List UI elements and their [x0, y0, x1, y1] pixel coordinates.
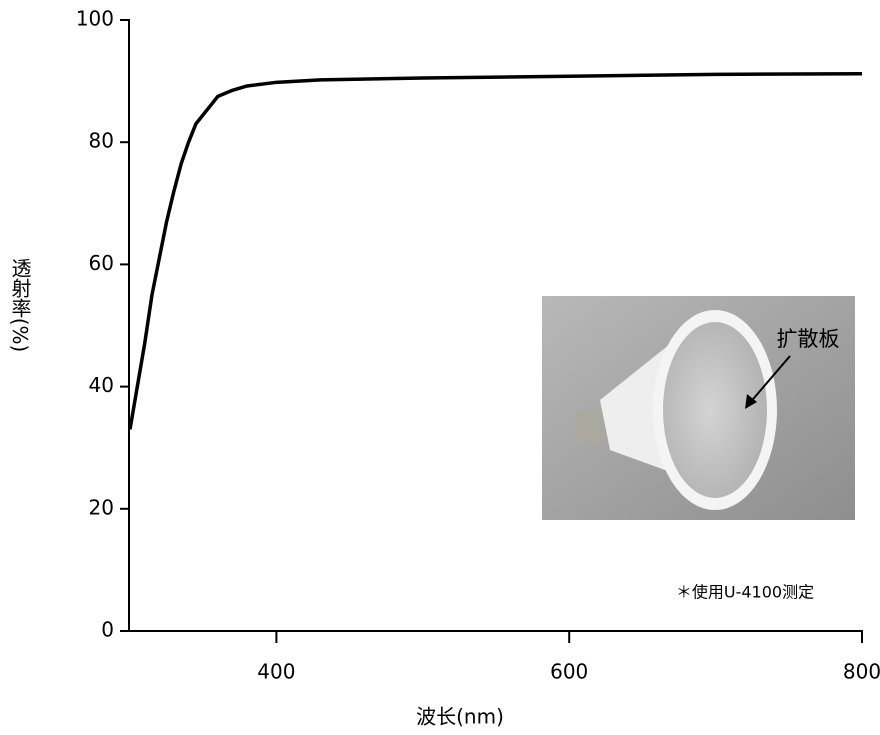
inset-photo: 扩散板: [542, 296, 855, 520]
annotation: ＊使用U-4100测定: [676, 583, 814, 602]
x-tick-label: 600: [550, 660, 588, 684]
y-tick-label: 0: [101, 618, 114, 642]
inset-label: 扩散板: [777, 327, 840, 351]
x-tick-label: 800: [843, 660, 880, 684]
x-tick-label: 400: [257, 660, 295, 684]
data-line: [128, 72, 863, 430]
y-tick-label: 40: [89, 373, 114, 397]
y-tick-label: 100: [76, 7, 114, 31]
y-tick-label: 80: [89, 129, 114, 153]
x-axis-label: 波长(nm): [416, 705, 504, 729]
y-tick-label: 60: [89, 251, 114, 275]
y-axis-label: 透射率(%): [8, 257, 32, 352]
y-tick-label: 20: [89, 495, 114, 519]
